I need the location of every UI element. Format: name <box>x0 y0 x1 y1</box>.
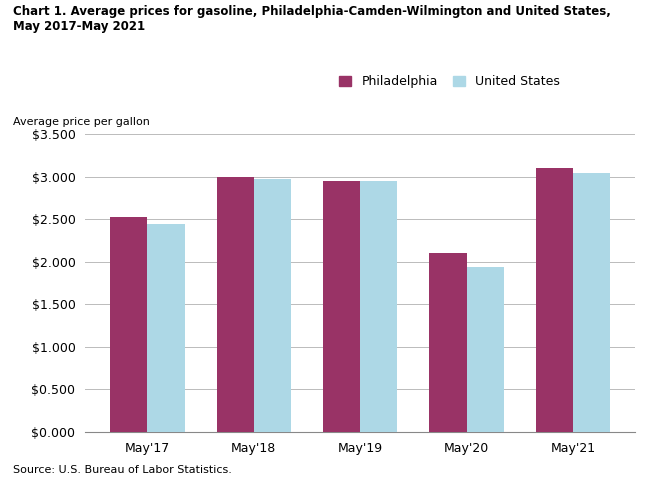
Legend: Philadelphia, United States: Philadelphia, United States <box>339 75 560 88</box>
Text: Source: U.S. Bureau of Labor Statistics.: Source: U.S. Bureau of Labor Statistics. <box>13 465 232 475</box>
Bar <box>360 180 398 432</box>
Text: Average price per gallon: Average price per gallon <box>13 117 150 127</box>
Bar <box>466 267 504 432</box>
Bar <box>323 181 360 432</box>
Bar <box>536 168 573 432</box>
Bar <box>573 173 610 432</box>
Text: Chart 1. Average prices for gasoline, Philadelphia-Camden-Wilmington and United : Chart 1. Average prices for gasoline, Ph… <box>13 5 611 33</box>
Bar <box>147 224 185 432</box>
Bar <box>430 253 466 432</box>
Bar <box>110 217 147 432</box>
Bar <box>254 180 291 432</box>
Bar <box>217 177 254 432</box>
